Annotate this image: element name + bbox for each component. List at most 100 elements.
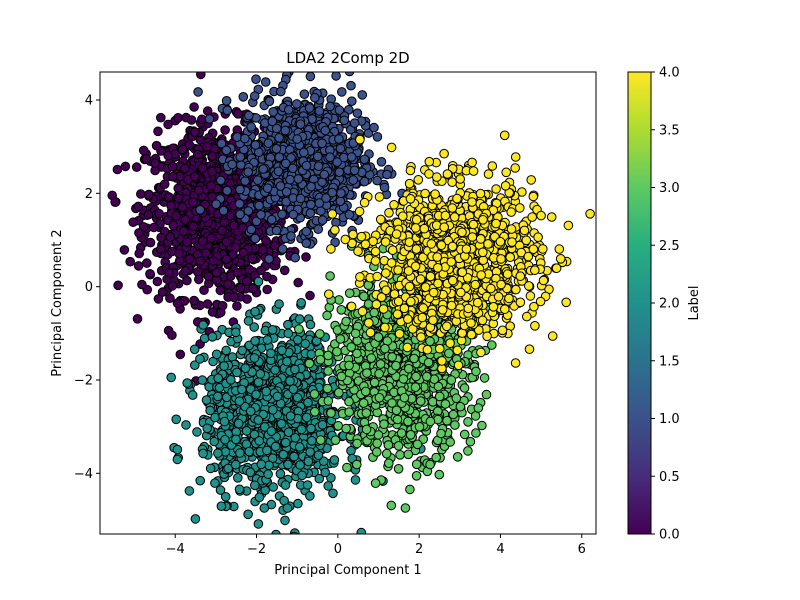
point-label-2 xyxy=(182,378,192,388)
point-label-3 xyxy=(332,346,342,357)
point-label-2 xyxy=(250,336,260,346)
point-label-3 xyxy=(341,316,351,327)
point-label-3 xyxy=(425,416,436,427)
point-label-3 xyxy=(352,438,362,449)
point-label-0 xyxy=(203,271,214,282)
point-label-3 xyxy=(341,423,351,434)
point-label-0 xyxy=(134,228,144,238)
point-label-0 xyxy=(261,235,271,246)
point-label-1 xyxy=(304,103,315,113)
point-label-4 xyxy=(524,344,535,355)
point-label-2 xyxy=(232,367,242,378)
point-label-2 xyxy=(189,344,200,355)
point-label-1 xyxy=(301,238,312,248)
point-label-3 xyxy=(477,420,487,431)
point-label-1 xyxy=(357,90,368,100)
point-label-0 xyxy=(211,267,222,278)
point-label-3 xyxy=(323,396,334,406)
point-label-2 xyxy=(254,492,265,503)
point-label-3 xyxy=(344,360,354,371)
point-label-3 xyxy=(399,392,410,403)
point-label-1 xyxy=(317,215,328,225)
point-label-2 xyxy=(245,467,256,478)
point-label-0 xyxy=(151,140,162,151)
point-label-0 xyxy=(113,280,123,291)
point-label-1 xyxy=(244,110,254,121)
point-label-3 xyxy=(325,271,335,281)
point-label-0 xyxy=(248,283,258,294)
point-label-3 xyxy=(400,503,411,513)
point-label-2 xyxy=(220,434,230,445)
point-label-2 xyxy=(350,475,361,485)
point-label-3 xyxy=(412,439,423,450)
point-label-1 xyxy=(299,89,310,99)
point-label-3 xyxy=(294,324,304,334)
point-label-3 xyxy=(455,401,466,412)
point-label-3 xyxy=(423,357,434,368)
point-label-2 xyxy=(243,509,253,520)
point-label-1 xyxy=(234,199,245,209)
point-label-1 xyxy=(320,125,331,136)
point-label-0 xyxy=(188,221,199,232)
point-label-2 xyxy=(275,469,286,479)
point-label-2 xyxy=(172,444,183,455)
point-label-1 xyxy=(349,118,360,128)
point-label-1 xyxy=(277,244,288,254)
chart-title: LDA2 2Comp 2D xyxy=(286,49,409,67)
point-label-0 xyxy=(153,126,163,137)
point-label-0 xyxy=(233,109,243,119)
point-label-1 xyxy=(216,138,227,149)
point-label-0 xyxy=(133,261,144,271)
point-label-0 xyxy=(221,237,232,247)
point-label-0 xyxy=(195,256,206,266)
point-label-3 xyxy=(411,471,422,481)
point-label-3 xyxy=(375,359,386,369)
point-label-0 xyxy=(223,279,233,290)
point-label-3 xyxy=(463,417,473,427)
point-label-0 xyxy=(190,127,200,137)
point-label-2 xyxy=(244,446,254,457)
point-label-0 xyxy=(164,192,174,202)
point-label-3 xyxy=(473,403,484,413)
point-label-2 xyxy=(317,420,328,430)
point-label-3 xyxy=(415,396,426,406)
point-label-3 xyxy=(471,428,481,438)
point-label-0 xyxy=(120,161,131,172)
point-label-2 xyxy=(234,396,245,407)
point-label-0 xyxy=(258,245,268,255)
point-label-3 xyxy=(326,408,336,418)
point-label-2 xyxy=(171,414,181,425)
point-label-1 xyxy=(271,144,282,154)
point-label-0 xyxy=(293,277,304,288)
point-label-2 xyxy=(213,373,223,384)
point-label-1 xyxy=(292,99,302,109)
point-label-3 xyxy=(322,383,333,394)
point-label-0 xyxy=(206,233,217,244)
point-label-0 xyxy=(136,189,146,199)
point-label-1 xyxy=(321,193,331,203)
point-label-0 xyxy=(207,166,217,177)
point-label-2 xyxy=(209,436,219,447)
point-label-4 xyxy=(445,338,455,349)
point-label-0 xyxy=(177,202,187,212)
point-label-2 xyxy=(285,411,296,421)
point-label-0 xyxy=(194,274,204,285)
point-label-2 xyxy=(266,426,277,437)
point-label-3 xyxy=(431,452,442,463)
point-label-3 xyxy=(445,437,456,447)
point-label-0 xyxy=(168,220,179,231)
point-label-3 xyxy=(479,373,490,383)
point-label-0 xyxy=(178,226,189,236)
point-label-2 xyxy=(210,478,220,488)
point-label-2 xyxy=(288,384,299,395)
point-label-2 xyxy=(259,503,270,513)
point-label-2 xyxy=(197,375,208,385)
point-label-0 xyxy=(182,237,192,247)
point-label-3 xyxy=(436,428,446,439)
point-label-1 xyxy=(295,193,306,204)
point-label-0 xyxy=(192,149,203,160)
point-label-3 xyxy=(405,430,416,440)
point-label-1 xyxy=(290,252,301,263)
point-label-0 xyxy=(177,144,188,155)
point-label-1 xyxy=(263,138,274,148)
